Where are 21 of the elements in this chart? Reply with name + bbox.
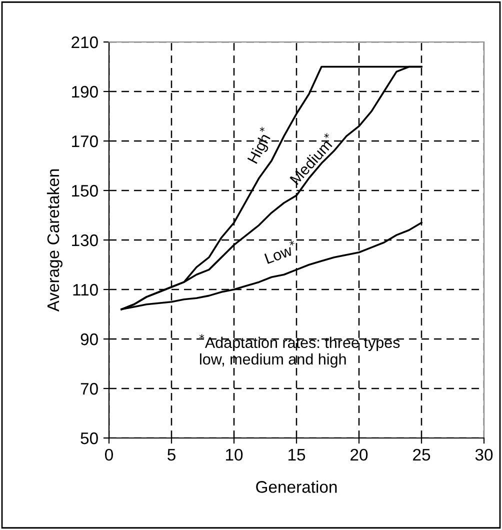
x-tick-label: 25 bbox=[413, 448, 430, 461]
y-tick-label: 130 bbox=[72, 234, 98, 246]
y-tick-label: 170 bbox=[72, 135, 98, 148]
y-axis-title: Average Caretaken bbox=[46, 169, 62, 312]
x-tick-label: 20 bbox=[350, 448, 368, 461]
y-tick-label: 210 bbox=[72, 36, 98, 48]
y-tick-label: 190 bbox=[72, 86, 98, 98]
text: Low$^{*}$ bbox=[263, 240, 298, 264]
x-tick-label: 10 bbox=[226, 448, 243, 461]
y-tick-label: 150 bbox=[72, 184, 98, 197]
x-axis-title: Generation bbox=[256, 480, 337, 493]
y-tick-label: 70 bbox=[80, 382, 98, 395]
text: High$^{*}$ bbox=[244, 126, 276, 166]
x-tick-label: 0 bbox=[105, 448, 113, 461]
x-tick-label: 5 bbox=[168, 449, 176, 461]
x-tick-label: 30 bbox=[475, 448, 493, 461]
y-tick-label: 110 bbox=[73, 284, 98, 296]
y-tick-label: 90 bbox=[80, 333, 98, 346]
text: Medium$^{*}$ bbox=[287, 132, 337, 185]
y-tick-label: 50 bbox=[80, 432, 98, 444]
x-tick-label: 15 bbox=[288, 449, 306, 461]
